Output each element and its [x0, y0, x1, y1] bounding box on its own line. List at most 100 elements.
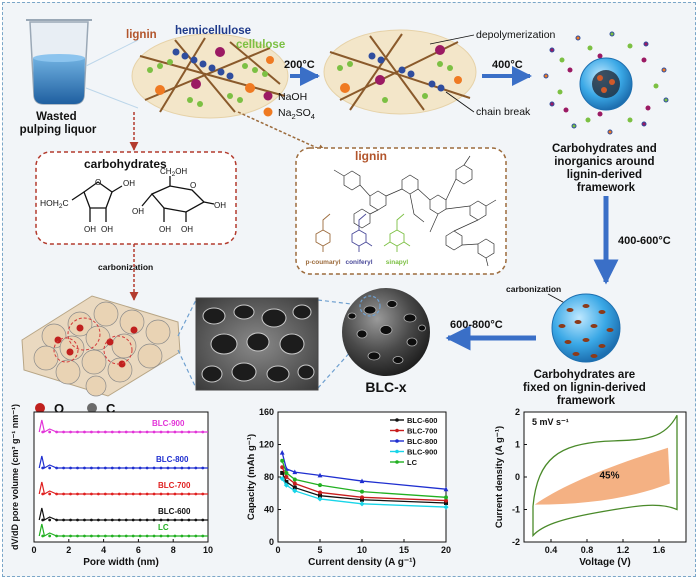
chart1-series-point-3 [138, 518, 142, 522]
chart1-series-point-1 [117, 466, 121, 470]
chart2-point-1-4 [360, 495, 364, 500]
chart2-point-1-1 [284, 475, 289, 479]
chart2-ytick-label-4: 160 [259, 407, 274, 417]
chart1-series-point-4 [110, 534, 114, 538]
chart1-series-point-3 [103, 518, 107, 522]
chart1-series-point-1 [180, 466, 184, 470]
naoh-dot [263, 91, 273, 101]
chart1-series-point-0 [194, 430, 198, 434]
chart3-xtick-label-3: 1.6 [653, 545, 666, 555]
chart2-point-0-1 [284, 479, 289, 484]
furanose-structure [71, 181, 123, 222]
chart1-series-point-2 [145, 492, 149, 496]
pyranose-oh2: OH [159, 225, 171, 234]
chart1-series-point-4 [103, 534, 107, 538]
zoom-lines [85, 39, 139, 109]
monomer-sinapyl-label: sinapyl [386, 259, 409, 266]
framework-caption: Carbohydrates and inorganics around lign… [552, 143, 660, 194]
chart1-series-point-4 [48, 534, 52, 538]
furanose-oh2: OH [84, 225, 96, 234]
chart2-point-2-3 [317, 472, 323, 478]
chart1-series-point-3 [173, 518, 177, 522]
furanose-oh3: OH [101, 225, 113, 234]
chart2-point-1-5 [444, 498, 448, 503]
blc-sphere [342, 288, 430, 376]
sem-image [195, 297, 319, 391]
chart3-ytick-label-1: -1 [512, 505, 520, 515]
chart1-series-point-4 [152, 534, 156, 538]
chart1-series-point-4 [194, 534, 198, 538]
chart1-series-point-0 [103, 430, 107, 434]
chart2-xtick-label-1: 5 [317, 545, 322, 555]
chart2-legend-marker-2 [395, 439, 399, 443]
chart1-series-point-0 [159, 430, 163, 434]
chart1-series-point-3 [131, 518, 135, 522]
chart2-point-3-3 [317, 496, 323, 502]
chart1-series-point-2 [55, 492, 59, 496]
chart1-series-point-1 [110, 466, 114, 470]
furanose-oh1: OH [123, 179, 135, 188]
chart1-series-point-1 [138, 466, 142, 470]
chart1-series-point-2 [173, 492, 177, 496]
chart1-series-point-1 [152, 466, 156, 470]
chart1-series-point-2 [62, 492, 65, 496]
chart1-series-point-1 [145, 466, 149, 470]
chart1-series-point-1 [159, 466, 163, 470]
chart1-series-point-4 [90, 534, 93, 538]
chart1-series-point-3 [41, 518, 45, 522]
chart3-ylabel: Current density (A g⁻¹) [494, 426, 505, 528]
chart3-xlabel: Voltage (V) [579, 557, 630, 568]
chart2-point-0-5 [444, 501, 448, 505]
cv-chart: 0.4 0.8 1.2 1.6 -2 -1 0 1 2 5 mV s⁻¹ 45% Voltage… [494, 407, 687, 568]
chart1-series-point-4 [131, 534, 135, 538]
chart1-series-point-1 [55, 466, 59, 470]
chart2-point-1-3 [318, 490, 322, 495]
chart1-series-point-4 [166, 534, 170, 538]
chart1-xtick-label-4: 8 [171, 545, 176, 555]
chart1-xtick-label-1: 2 [66, 545, 71, 555]
furanose-hoh2c: HOH2C [40, 198, 69, 210]
chart1-series-point-0 [138, 430, 142, 434]
chart1-series-point-3 [62, 518, 65, 522]
chart2-legend-marker-4 [395, 460, 399, 464]
chart1-series-point-1 [166, 466, 170, 470]
chart2-point-3-1 [283, 482, 289, 488]
chart3-ytick-label-4: 2 [515, 407, 520, 417]
naoh-label: NaOH [278, 91, 307, 103]
framework-sphere-2 [551, 293, 621, 363]
chart1-series-point-3 [55, 518, 59, 522]
chart1-series-point-3 [83, 518, 86, 522]
chart2-point-3-4 [359, 501, 365, 507]
chart1-series-point-0 [90, 430, 93, 434]
chart1-series-point-3 [201, 518, 205, 522]
chart1-series-point-2 [103, 492, 107, 496]
monomer-pcoumaryl-label: p-coumaryl [305, 259, 340, 266]
depolymerization-pointer [429, 34, 475, 45]
chart1-series-point-3 [187, 518, 191, 522]
chart1-series-point-3 [48, 518, 52, 522]
chart1-series-point-0 [131, 430, 135, 434]
chart1-series-point-1 [131, 466, 135, 470]
chart1-series-point-2 [187, 492, 191, 496]
chart1-series-point-1 [201, 466, 205, 470]
chart1-series-point-3 [166, 518, 170, 522]
chart1-series-point-0 [152, 430, 156, 434]
chart1-series-point-4 [138, 534, 142, 538]
lignin-polymer-structure [333, 155, 497, 267]
chart1-series-point-1 [187, 466, 191, 470]
carbon-network [21, 295, 181, 397]
chart1-series-point-4 [41, 534, 45, 538]
chart1-series-point-0 [62, 430, 65, 434]
chart1-series-point-4 [124, 534, 128, 538]
chart1-series-point-0 [124, 430, 128, 434]
framework-sphere-1 [543, 31, 669, 135]
chart1-series-point-1 [83, 466, 86, 470]
chart1-series-line-3 [38, 507, 208, 521]
chart1-series-point-3 [180, 518, 184, 522]
step1-temp: 200°C [284, 59, 315, 71]
chart1-series-point-2 [180, 492, 184, 496]
chart1-series-label-0: BLC-900 [152, 419, 185, 428]
chart2-xtick-label-2: 10 [357, 545, 367, 555]
blc-label: BLC-x [365, 379, 406, 395]
